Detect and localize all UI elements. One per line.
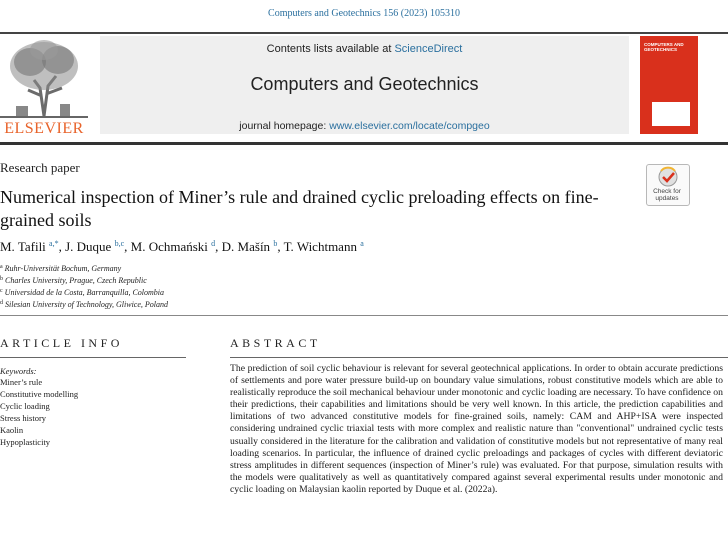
author-name[interactable]: M. Tafili	[0, 239, 46, 254]
elsevier-tree-logo	[0, 36, 88, 136]
top-divider	[0, 32, 728, 34]
keyword: Kaolin	[0, 425, 24, 435]
check-for-updates-label: Check for updates	[653, 188, 681, 202]
journal-citation[interactable]: Computers and Geotechnics 156 (2023) 105…	[0, 8, 728, 19]
keyword: Stress history	[0, 413, 47, 423]
author-name[interactable]: M. Ochmański	[130, 239, 208, 254]
abstract-text: The prediction of soil cyclic behaviour …	[230, 363, 723, 495]
contents-prefix: Contents lists available at	[266, 43, 395, 55]
cover-title: COMPUTERS AND GEOTECHNICS	[644, 42, 684, 52]
journal-cover-image: COMPUTERS AND GEOTECHNICS	[640, 36, 698, 134]
section-divider	[0, 315, 728, 316]
author-name[interactable]: J. Duque	[65, 239, 112, 254]
tree-icon	[0, 36, 88, 120]
article-info-heading: ARTICLE INFO	[0, 336, 123, 350]
affiliation-text: Silesian University of Technology, Gliwi…	[5, 300, 169, 309]
abstract-rule	[230, 357, 728, 358]
contents-availability: Contents lists available at ScienceDirec…	[100, 43, 629, 55]
journal-title: Computers and Geotechnics	[250, 74, 479, 94]
check-for-updates-icon	[658, 166, 678, 187]
article-type: Research paper	[0, 160, 80, 175]
journal-homepage: journal homepage: www.elsevier.com/locat…	[100, 120, 629, 132]
citation-link[interactable]: Computers and Geotechnics 156 (2023) 105…	[268, 8, 460, 19]
keyword: Constitutive modelling	[0, 389, 79, 399]
header-divider	[0, 142, 728, 145]
journal-masthead	[100, 36, 629, 134]
affiliation-key: a	[0, 264, 3, 270]
affiliation: c Universidad de la Costa, Barranquilla, …	[0, 288, 164, 297]
affiliation-text: Ruhr-Universität Bochum, Germany	[4, 264, 122, 273]
author-affiliation-mark[interactable]: b	[273, 239, 278, 248]
homepage-link[interactable]: www.elsevier.com/locate/compgeo	[329, 120, 490, 132]
keyword: Hypoplasticity	[0, 437, 51, 447]
affiliation-key: c	[0, 288, 3, 294]
keywords-label: Keywords:	[0, 366, 37, 376]
author-list: M. Tafili a,*, J. Duque b,c, M. Ochmańsk…	[0, 239, 364, 254]
affiliation-key: b	[0, 276, 3, 282]
keyword: Cyclic loading	[0, 401, 50, 411]
cover-panel	[652, 102, 690, 126]
paper-title: Numerical inspection of Miner’s rule and…	[0, 187, 599, 230]
abstract-heading: ABSTRACT	[230, 336, 321, 350]
author-affiliation-mark[interactable]: b,c	[114, 239, 125, 248]
author-affiliation-mark[interactable]: a,*	[49, 239, 59, 248]
homepage-prefix: journal homepage:	[239, 120, 330, 132]
author-name[interactable]: T. Wichtmann	[283, 239, 357, 254]
article-info-rule	[0, 357, 186, 358]
author-affiliation-mark[interactable]: d	[211, 239, 216, 248]
affiliation-text: Charles University, Prague, Czech Republ…	[5, 276, 147, 285]
affiliation-text: Universidad de la Costa, Barranquilla, C…	[4, 288, 165, 297]
author-name[interactable]: D. Mašín	[221, 239, 271, 254]
affiliation: b Charles University, Prague, Czech Repub…	[0, 276, 147, 285]
elsevier-wordmark: ELSEVIER	[4, 120, 84, 137]
check-for-updates-button[interactable]	[646, 164, 690, 206]
affiliation: d Silesian University of Technology, Gliw…	[0, 300, 168, 309]
affiliation: a Ruhr-Universität Bochum, Germany	[0, 264, 121, 273]
author-affiliation-mark[interactable]: a	[360, 239, 364, 248]
sciencedirect-link[interactable]: ScienceDirect	[394, 43, 463, 55]
affiliation-key: d	[0, 300, 3, 306]
keyword: Miner’s rule	[0, 377, 43, 387]
